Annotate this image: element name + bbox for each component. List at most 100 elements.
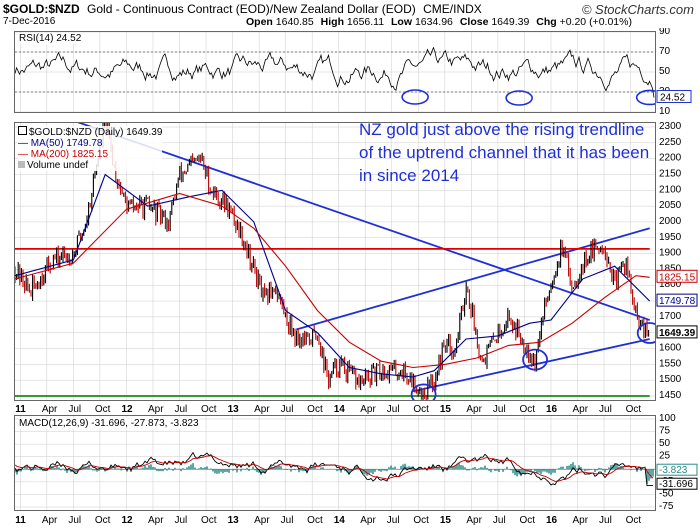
rsi-value-tag-label: 24.52 xyxy=(660,92,685,103)
price-x-tick: Oct xyxy=(626,404,642,415)
price-y-tick: 2000 xyxy=(659,216,682,227)
ohlc-row: Open 1640.85 High 1656.11 Low 1634.96 Cl… xyxy=(246,16,632,28)
price-y-tick: 1950 xyxy=(659,232,682,243)
macd-x-tick: Oct xyxy=(95,515,111,526)
price-x-tick: 16 xyxy=(546,404,558,415)
price-y-tick: 2050 xyxy=(659,200,682,211)
high-label: High xyxy=(320,16,344,28)
rsi-y-tick: 90 xyxy=(659,28,671,37)
rsi-value-tag xyxy=(656,89,692,103)
macd-value-tag-label: -31.696 xyxy=(659,479,693,490)
chg-value: +0.20 (+0.01%) xyxy=(559,16,632,28)
rsi-oversold-circle xyxy=(635,89,655,106)
macd-x-tick: 15 xyxy=(440,515,452,526)
macd-y-tick: -75 xyxy=(659,501,674,512)
chg-label: Chg xyxy=(536,16,557,28)
price-x-tick: Oct xyxy=(519,404,535,415)
price-x-tick: 13 xyxy=(228,404,240,415)
price-y-tick: 2100 xyxy=(659,184,682,195)
macd-x-tick: Jul xyxy=(281,515,294,526)
price-panel: $GOLD:$NZD (Daily) 1649.39 — MA(50) 1749… xyxy=(14,120,656,401)
price-y-tick: 1550 xyxy=(659,358,682,369)
price-x-tick: 15 xyxy=(440,404,452,415)
price-value-tag xyxy=(656,325,698,339)
rsi-title: RSI(14) 24.52 xyxy=(19,33,82,44)
rsi-axis: 103050709024.52 xyxy=(656,28,692,117)
macd-x-tick: Jul xyxy=(599,515,612,526)
legend-volume: Volume undef xyxy=(18,160,162,171)
touch-circle xyxy=(636,322,655,344)
price-x-tick: Apr xyxy=(466,404,482,415)
price-x-tick: Jul xyxy=(493,404,506,415)
rsi-y-tick: 50 xyxy=(659,66,671,77)
rsi-y-tick: 10 xyxy=(659,106,671,117)
ma50-line xyxy=(15,173,651,378)
macd-x-tick: Jul xyxy=(175,515,188,526)
price-x-tick: Oct xyxy=(413,404,429,415)
macd-value-tag xyxy=(656,477,698,490)
macd-y-tick: 50 xyxy=(659,438,671,449)
macd-y-tick: 100 xyxy=(659,413,676,424)
macd-x-tick: 11 xyxy=(15,515,26,526)
price-legend: $GOLD:$NZD (Daily) 1649.39 — MA(50) 1749… xyxy=(18,126,163,171)
macd-x-tick: Jul xyxy=(493,515,506,526)
price-x-tick: Apr xyxy=(573,404,589,415)
price-value-tag-label: 1825.15 xyxy=(659,272,696,283)
macd-x-tick: Apr xyxy=(42,515,58,526)
macd-panel: MACD(12,26,9) -31.696, -27.873, -3.823 xyxy=(14,415,656,511)
legend-ma200: — MA(200) 1825.15 xyxy=(18,149,109,160)
price-x-tick: Jul xyxy=(68,404,81,415)
macd-x-tick: Apr xyxy=(360,515,376,526)
ma200-line xyxy=(15,192,650,369)
price-x-axis: 11 Apr Jul Oct 12 Apr Jul Oct 13 Apr Jul Oct 14 Apr Ju… xyxy=(15,404,642,415)
macd-x-tick: Apr xyxy=(148,515,164,526)
price-value-tag xyxy=(656,269,698,283)
price-y-tick: 2300 xyxy=(659,121,682,132)
watermark: © StockCharts.com xyxy=(581,2,694,17)
price-y-tick: 1500 xyxy=(659,374,682,385)
macd-value-tag-label: -3.823 xyxy=(659,465,688,476)
price-y-tick: 2150 xyxy=(659,168,682,179)
legend-price: $GOLD:$NZD (Daily) 1649.39 xyxy=(18,126,162,138)
macd-x-tick: Apr xyxy=(254,515,270,526)
macd-x-tick: Jul xyxy=(387,515,400,526)
header-row-2: 7-Dec-2016 xyxy=(3,16,55,27)
trendline-falling-trendline xyxy=(77,123,650,321)
macd-x-tick: Oct xyxy=(307,515,323,526)
low-label: Low xyxy=(391,16,413,28)
symbol: $GOLD:$NZD xyxy=(3,2,80,16)
annotation-text: NZ gold just above the rising trendline … xyxy=(359,120,650,185)
macd-x-tick: 12 xyxy=(121,515,133,526)
macd-x-tick: Apr xyxy=(573,515,589,526)
price-value-tag-label: 1749.78 xyxy=(659,296,696,307)
price-x-tick: Apr xyxy=(42,404,58,415)
macd-title: MACD(12,26,9) -31.696, -27.873, -3.823 xyxy=(19,418,199,429)
price-x-tick: Oct xyxy=(201,404,217,415)
macd-axis: -75-50-250255075100-3.823-31.696 xyxy=(656,413,698,512)
price-x-tick: Jul xyxy=(387,404,400,415)
price-y-tick: 2250 xyxy=(659,137,682,148)
rsi-oversold-circle xyxy=(505,90,533,106)
description: Gold - Continuous Contract (EOD)/New Zea… xyxy=(87,2,416,16)
price-x-tick: 11 xyxy=(15,404,26,415)
low-value: 1634.96 xyxy=(414,16,453,28)
price-y-tick: 1450 xyxy=(659,390,682,401)
price-x-tick: 12 xyxy=(121,404,133,415)
close-value: 1649.39 xyxy=(491,16,530,28)
macd-x-tick: Jul xyxy=(68,515,81,526)
macd-x-tick: 14 xyxy=(334,515,346,526)
price-y-tick: 1850 xyxy=(659,263,682,274)
macd-x-tick: Oct xyxy=(201,515,217,526)
macd-x-axis: 11 Apr Jul Oct 12 Apr Jul Oct 13 Apr Jul Oct 14 Apr Ju… xyxy=(15,515,641,526)
price-x-tick: Apr xyxy=(148,404,164,415)
header-row-1: $GOLD:$NZD Gold - Continuous Contract (E… xyxy=(3,2,482,16)
macd-x-tick: Oct xyxy=(519,515,535,526)
price-axis: 1450150015501600165017001750180018501900… xyxy=(656,121,698,401)
rsi-y-tick: 70 xyxy=(659,46,671,57)
touch-circle xyxy=(522,348,548,371)
macd-x-tick: Apr xyxy=(466,515,482,526)
price-y-tick: 1800 xyxy=(659,279,682,290)
macd-x-tick: 13 xyxy=(228,515,240,526)
close-label: Close xyxy=(459,16,489,28)
